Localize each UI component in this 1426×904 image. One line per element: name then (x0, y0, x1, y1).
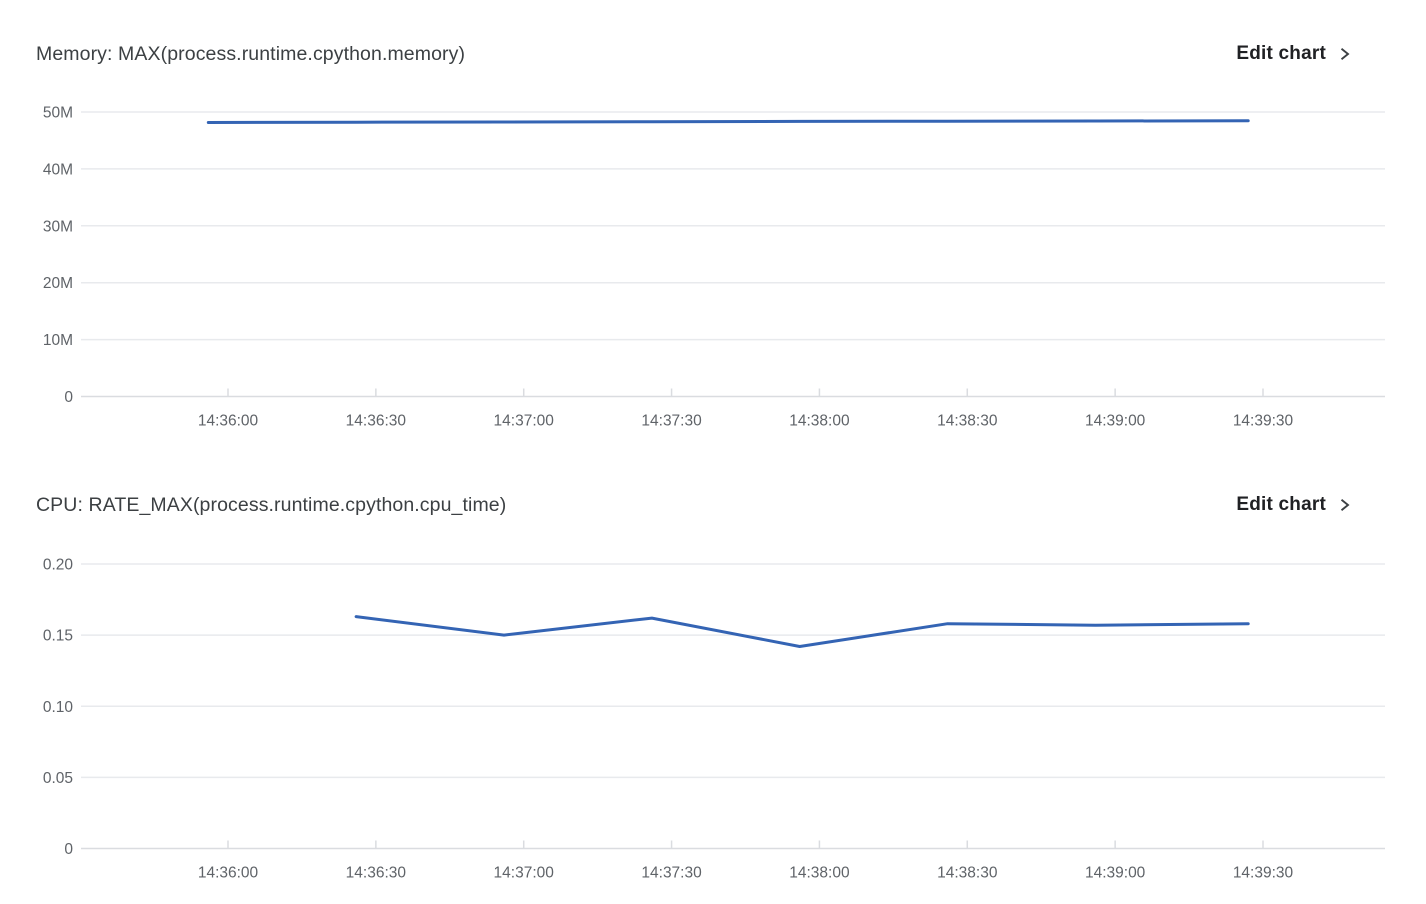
x-tick-label: 14:38:30 (937, 865, 998, 882)
edit-chart-label: Edit chart (1236, 494, 1326, 515)
memory-max-series-line (206, 119, 1250, 124)
x-tick-label: 14:38:00 (789, 865, 850, 882)
cpu-rate-max-series-line (354, 615, 1250, 648)
y-tick-label: 0.15 (43, 628, 73, 645)
y-tick-label: 10M (43, 332, 73, 349)
x-tick-label: 14:39:00 (1085, 865, 1146, 882)
x-tick-label: 14:39:30 (1233, 865, 1294, 882)
x-tick-label: 14:37:30 (641, 865, 702, 882)
cpu-chart-title: CPU: RATE_MAX(process.runtime.cpython.cp… (36, 493, 507, 516)
cpu-chart-header: CPU: RATE_MAX(process.runtime.cpython.cp… (36, 490, 1352, 520)
memory-chart-plot-svg: 50M 40M 30M 20M 10M 0 14:36:00 14:36:30 14:37:00… (43, 105, 1385, 430)
x-tick-label: 14:38:00 (789, 413, 850, 430)
memory-chart-header: Memory: MAX(process.runtime.cpython.memo… (36, 39, 1352, 69)
y-tick-label: 0.10 (43, 699, 74, 716)
y-tick-label: 40M (43, 161, 73, 178)
y-tick-label: 0 (64, 389, 73, 406)
x-tick-label: 14:37:00 (494, 865, 555, 882)
y-tick-label: 20M (43, 275, 73, 292)
x-tick-label: 14:36:30 (346, 865, 407, 882)
memory-chart-title: Memory: MAX(process.runtime.cpython.memo… (36, 42, 466, 65)
x-tick-label: 14:37:00 (494, 413, 555, 430)
edit-memory-chart-button[interactable]: Edit chart (1236, 43, 1352, 65)
x-tick-label: 14:39:00 (1085, 413, 1146, 430)
y-tick-label: 0.05 (43, 770, 73, 787)
y-tick-label: 50M (43, 105, 73, 122)
x-tick-label: 14:38:30 (937, 413, 998, 430)
x-tick-label: 14:36:30 (346, 413, 407, 430)
y-tick-label: 0.20 (43, 557, 74, 574)
chevron-right-icon (1340, 499, 1350, 511)
x-tick-label: 14:39:30 (1233, 413, 1294, 430)
cpu-chart-plot-svg: 0.20 0.15 0.10 0.05 0 14:36:00 14:36:30 14:37:0… (43, 557, 1385, 882)
x-tick-label: 14:36:00 (198, 865, 259, 882)
edit-chart-label: Edit chart (1236, 43, 1326, 64)
memory-chart-plot: 50M 40M 30M 20M 10M 0 14:36:00 14:36:30 14:37:00… (0, 90, 1426, 445)
cpu-chart-plot: 0.20 0.15 0.10 0.05 0 14:36:00 14:36:30 14:37:0… (0, 542, 1426, 897)
edit-cpu-chart-button[interactable]: Edit chart (1236, 494, 1352, 516)
y-tick-label: 30M (43, 218, 73, 235)
chevron-right-icon (1340, 48, 1350, 60)
x-tick-label: 14:37:30 (641, 413, 702, 430)
x-tick-label: 14:36:00 (198, 413, 259, 430)
y-tick-label: 0 (64, 841, 73, 858)
